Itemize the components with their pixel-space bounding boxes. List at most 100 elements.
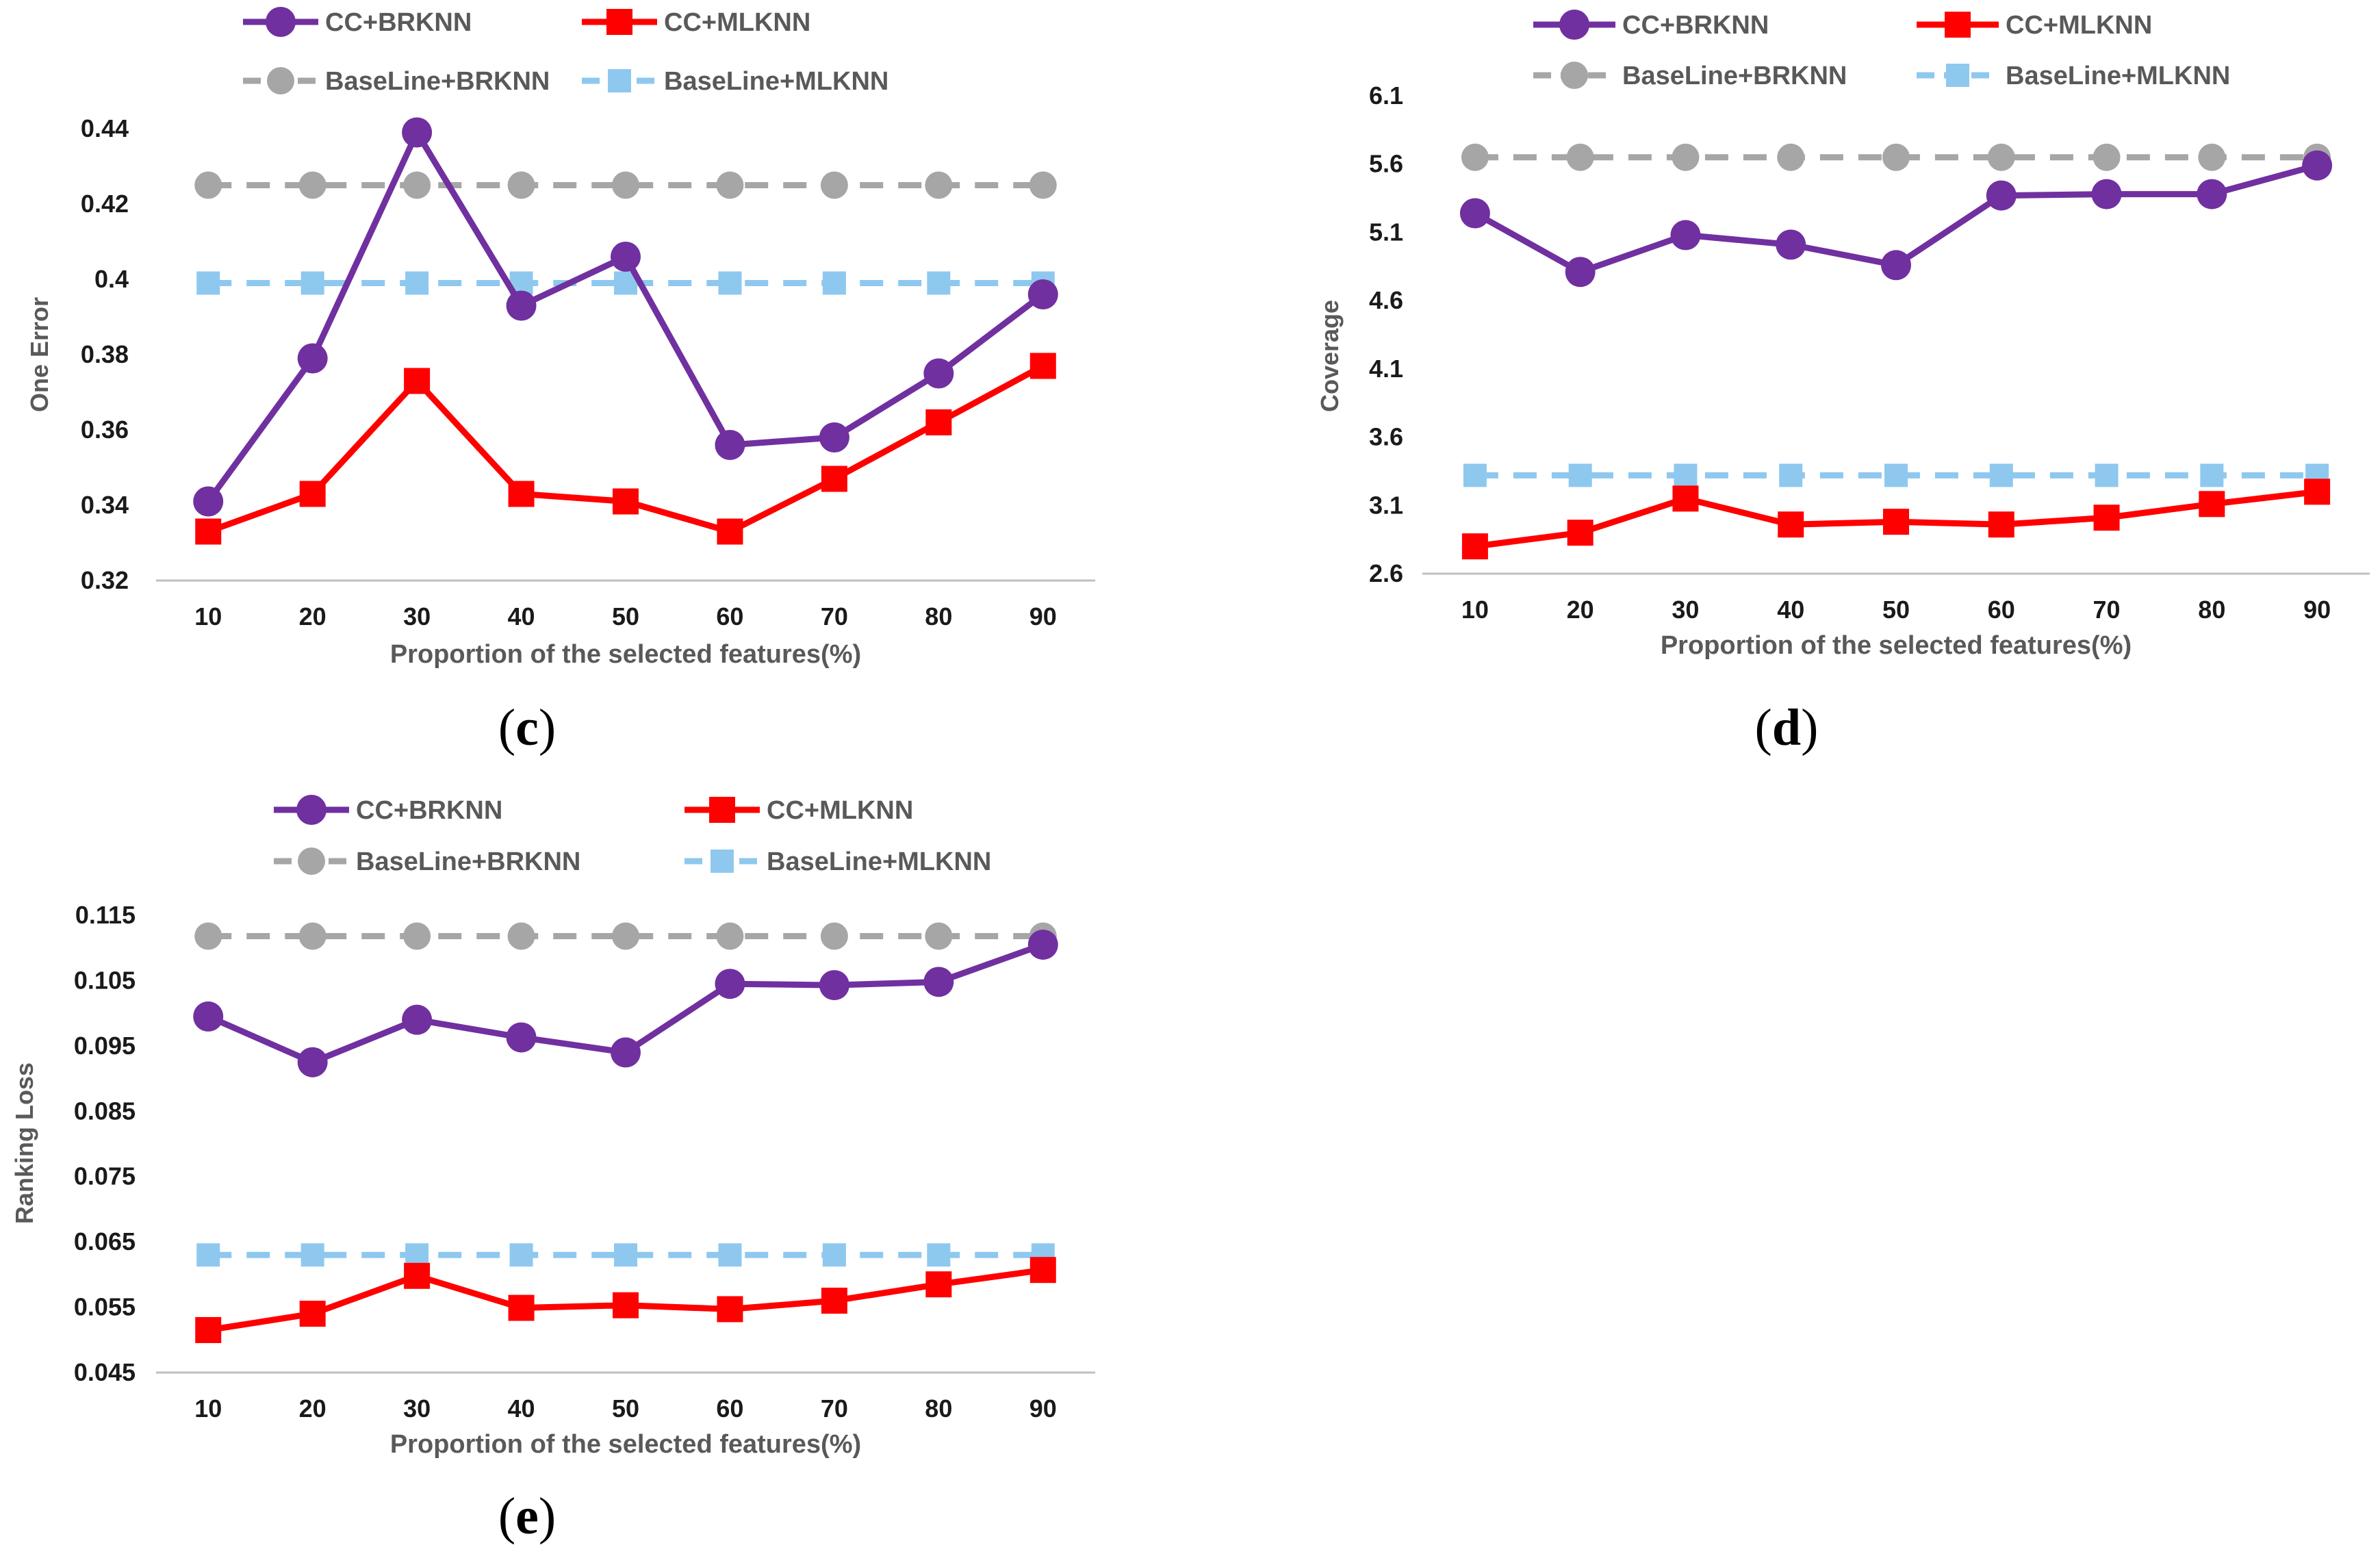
data-point-baseline-brknn	[2198, 143, 2226, 171]
x-tick-label: 20	[299, 602, 327, 630]
legend-marker-baseline-brknn	[267, 67, 294, 94]
data-point-baseline-mlknn	[1674, 463, 1698, 487]
y-tick-label: 0.095	[74, 1032, 136, 1060]
legend: CC+BRKNN CC+MLKNN BaseLine+BRKNN BaseLine+M…	[1533, 10, 2230, 90]
data-point-cc-mlknn	[717, 518, 743, 545]
data-point-cc-mlknn	[1029, 353, 1056, 379]
data-point-cc-mlknn	[925, 409, 952, 435]
legend-marker-baseline-mlknn	[711, 850, 734, 873]
legend-item-baseline-mlknn: BaseLine+MLKNN	[684, 847, 991, 876]
y-tick-label: 3.1	[1369, 491, 1403, 519]
data-point-baseline-brknn	[507, 171, 535, 199]
data-point-cc-mlknn	[2199, 491, 2225, 518]
data-point-cc-brknn	[715, 430, 745, 460]
x-tick-label: 30	[403, 1394, 431, 1423]
data-point-cc-brknn	[1776, 229, 1806, 260]
y-tick-label: 0.115	[75, 901, 136, 929]
data-point-baseline-mlknn	[196, 1243, 220, 1267]
series-baseline-mlknn	[1463, 463, 2329, 487]
data-point-baseline-mlknn	[1463, 463, 1487, 487]
data-point-baseline-mlknn	[300, 271, 324, 295]
series-baseline-brknn	[194, 922, 1057, 950]
x-tick-label: 20	[299, 1394, 327, 1423]
x-tick-label: 10	[1461, 596, 1489, 624]
legend-marker-baseline-mlknn	[608, 69, 631, 92]
data-point-baseline-mlknn	[196, 271, 220, 295]
data-point-cc-mlknn	[1029, 1257, 1056, 1284]
x-tick-label: 70	[821, 1394, 848, 1423]
data-point-baseline-brknn	[298, 171, 327, 199]
data-point-cc-brknn	[402, 117, 433, 148]
data-point-cc-mlknn	[508, 1294, 535, 1321]
x-tick-label: 20	[1567, 596, 1594, 624]
x-tick-label: 40	[508, 1394, 535, 1423]
y-tick-label: 5.6	[1369, 150, 1403, 178]
y-tick-label: 0.44	[81, 114, 129, 142]
legend-label-baseline-brknn: BaseLine+BRKNN	[325, 67, 550, 96]
data-point-baseline-brknn	[403, 922, 431, 950]
data-point-cc-brknn	[193, 1001, 224, 1032]
series-cc-mlknn	[195, 1257, 1056, 1343]
x-tick-label: 60	[716, 1394, 743, 1423]
y-tick-label: 4.1	[1369, 355, 1403, 383]
data-point-baseline-brknn	[820, 922, 848, 950]
data-point-cc-mlknn	[299, 481, 326, 507]
y-tick-label: 0.38	[81, 340, 129, 368]
legend-label-baseline-mlknn: BaseLine+MLKNN	[767, 847, 991, 876]
data-point-baseline-brknn	[1777, 143, 1805, 171]
x-tick-label: 70	[821, 602, 848, 630]
legend-marker-baseline-brknn	[298, 847, 325, 875]
x-tick-label: 50	[1882, 596, 1910, 624]
legend-marker-cc-mlknn	[1945, 12, 1971, 38]
data-point-cc-brknn	[1986, 180, 2017, 211]
caption-close: )	[1801, 699, 1818, 756]
data-point-baseline-brknn	[1672, 143, 1700, 171]
data-point-cc-mlknn	[299, 1301, 326, 1327]
legend-label-baseline-brknn: BaseLine+BRKNN	[356, 847, 580, 876]
data-point-baseline-mlknn	[405, 1243, 429, 1267]
data-point-cc-mlknn	[195, 1316, 222, 1343]
y-tick-label: 0.42	[81, 190, 129, 218]
x-tick-label: 40	[1777, 596, 1804, 624]
series-baseline-mlknn	[196, 271, 1055, 295]
data-point-cc-brknn	[506, 1022, 537, 1053]
x-tick-label: 90	[1029, 1394, 1057, 1423]
data-point-cc-brknn	[193, 486, 224, 517]
caption-open: (	[498, 699, 515, 756]
y-tick-label: 0.065	[74, 1227, 136, 1255]
data-point-baseline-mlknn	[2200, 463, 2224, 487]
data-point-baseline-mlknn	[509, 1243, 533, 1267]
panel-caption: (e)	[498, 1488, 556, 1545]
data-point-cc-mlknn	[404, 368, 431, 394]
data-point-baseline-mlknn	[927, 1243, 951, 1267]
caption-open: (	[1755, 699, 1772, 756]
data-point-cc-mlknn	[613, 1292, 639, 1318]
data-point-baseline-brknn	[716, 922, 744, 950]
x-tick-label: 10	[194, 602, 222, 630]
caption-letter: d	[1772, 699, 1801, 756]
data-point-baseline-mlknn	[822, 271, 846, 295]
data-point-baseline-brknn	[507, 922, 535, 950]
legend: CC+BRKNN CC+MLKNN BaseLine+BRKNN BaseLine+M…	[243, 7, 888, 96]
x-axis-title: Proportion of the selected features(%)	[390, 640, 861, 669]
x-tick-label: 80	[2198, 596, 2225, 624]
data-point-baseline-mlknn	[1884, 463, 1908, 487]
y-tick-label: 0.4	[94, 265, 129, 293]
data-point-cc-brknn	[506, 290, 537, 321]
y-axis-title: One Error	[25, 297, 53, 412]
x-tick-label: 70	[2093, 596, 2121, 624]
x-tick-label: 60	[716, 602, 743, 630]
data-point-baseline-brknn	[403, 171, 431, 199]
legend: CC+BRKNN CC+MLKNN BaseLine+BRKNN BaseLine+M…	[274, 795, 991, 876]
data-point-cc-mlknn	[1778, 511, 1804, 538]
y-tick-label: 0.34	[81, 491, 129, 519]
data-point-baseline-mlknn	[614, 1243, 637, 1267]
data-point-baseline-mlknn	[1989, 463, 2013, 487]
data-point-baseline-mlknn	[300, 1243, 324, 1267]
data-point-cc-mlknn	[821, 465, 847, 492]
data-point-baseline-brknn	[194, 171, 222, 199]
legend-label-cc-mlknn: CC+MLKNN	[767, 796, 913, 825]
data-point-baseline-brknn	[612, 922, 639, 950]
data-point-baseline-mlknn	[1779, 463, 1803, 487]
legend-item-cc-mlknn: CC+MLKNN	[1917, 11, 2152, 40]
